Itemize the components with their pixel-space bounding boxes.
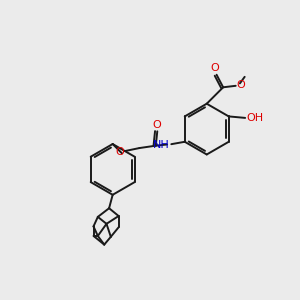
- Text: OH: OH: [246, 113, 263, 123]
- Text: NH: NH: [153, 140, 170, 150]
- Text: O: O: [237, 80, 245, 90]
- Text: O: O: [115, 147, 124, 157]
- Text: O: O: [153, 119, 161, 130]
- Text: O: O: [211, 63, 220, 73]
